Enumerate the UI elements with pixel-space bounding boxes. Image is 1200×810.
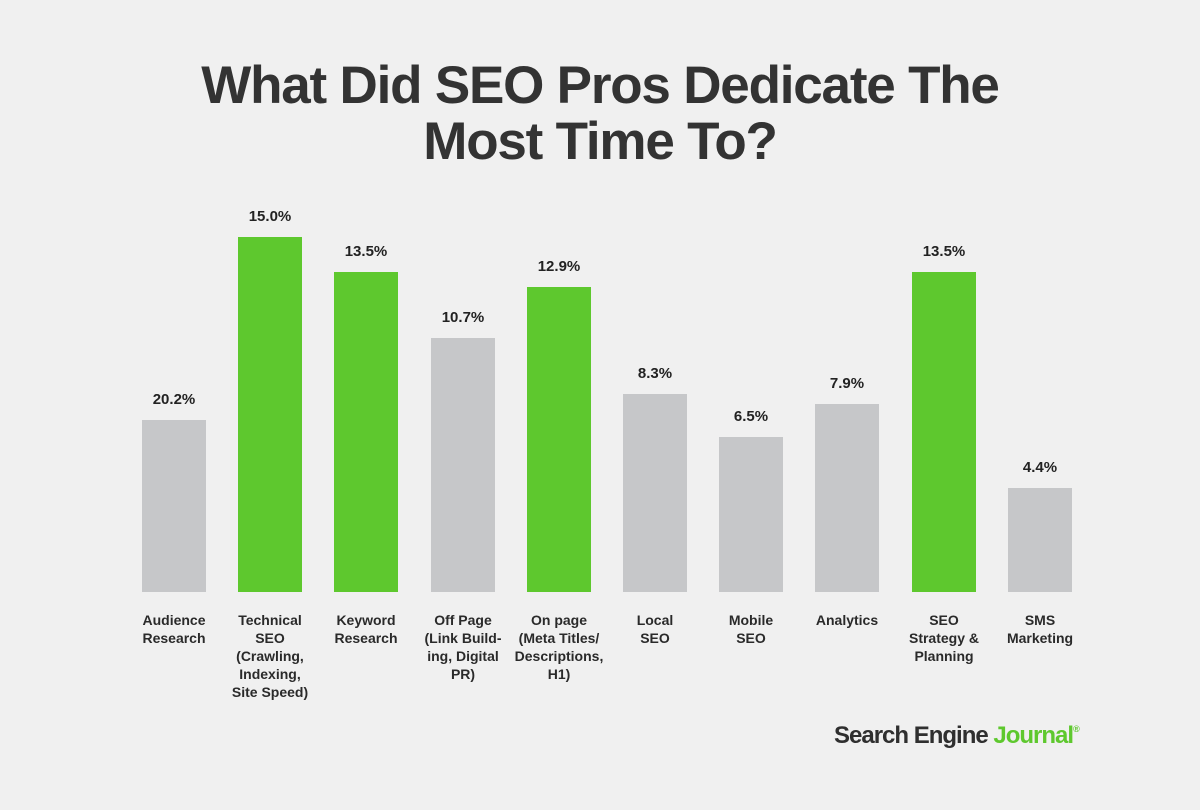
bar-value-label: 12.9% [537, 258, 581, 275]
category-label-line: (Crawling, [236, 648, 304, 664]
category-label-line: SEO [255, 630, 285, 646]
category-label-line: SMS [1024, 612, 1056, 628]
category-label-line: Technical [238, 612, 302, 628]
category-label-line: Marketing [1006, 630, 1074, 646]
bar-value-label: 15.0% [248, 208, 292, 225]
category-label-line: Strategy & [908, 630, 980, 646]
category-label-line: Planning [914, 648, 974, 664]
category-label-line: Descriptions, [514, 648, 604, 664]
category-label: Mobile SEO [696, 611, 806, 647]
registered-mark-icon: ® [1073, 724, 1080, 734]
category-label-line: SEO [736, 630, 766, 646]
category-label: Local SEO [600, 611, 710, 647]
bar [719, 437, 783, 592]
brand-text-search-engine: Search Engine [834, 722, 994, 749]
category-label-line: Indexing, [239, 666, 301, 682]
category-label-line: Site Speed) [231, 684, 309, 700]
bar-value-label: 10.7% [441, 309, 485, 326]
category-label-line: ing, Digital [427, 648, 499, 664]
category-label: On page (Meta Titles/Descriptions, H1) [504, 611, 614, 683]
chart-title-line2: Most Time To? [423, 112, 778, 171]
category-label-line: Keyword [336, 612, 396, 628]
bar [527, 287, 591, 592]
category-label: Off Page (Link Build-ing, Digital PR) [408, 611, 518, 683]
category-label-line: PR) [450, 666, 476, 682]
category-label: Technical SEO (Crawling, Indexing, Site Spee… [215, 611, 325, 701]
category-label-line: Research [142, 630, 206, 646]
category-label-line: Audience [142, 612, 206, 628]
bar [912, 272, 976, 592]
category-label-line: (Meta Titles/ [518, 630, 600, 646]
chart-title: What Did SEO Pros Dedicate The Most Time… [0, 58, 1200, 170]
category-label: Audience Research [119, 611, 229, 647]
chart-title-line1: What Did SEO Pros Dedicate The [201, 56, 1000, 115]
category-label: SMS Marketing [985, 611, 1095, 647]
category-label-line: SEO [929, 612, 959, 628]
category-label-line: SEO [640, 630, 670, 646]
brand-logo: Search Engine Journal® [834, 722, 1080, 750]
bar [1008, 488, 1072, 592]
bar [623, 394, 687, 592]
category-label-line: Local [636, 612, 674, 628]
category-label-line: On page [530, 612, 587, 628]
bar [142, 420, 206, 592]
category-label: Keyword Research [311, 611, 421, 647]
category-label-line: (Link Build- [424, 630, 502, 646]
bar-value-label: 8.3% [637, 365, 673, 382]
brand-text-journal: Journal [993, 722, 1074, 749]
category-label-line: Research [334, 630, 398, 646]
bar [815, 404, 879, 592]
bar-value-label: 6.5% [733, 408, 769, 425]
bar-value-label: 13.5% [922, 243, 966, 260]
bar-value-label: 13.5% [344, 243, 388, 260]
category-label-line: H1) [547, 666, 571, 682]
category-label-line: Mobile [728, 612, 774, 628]
category-label: SEO Strategy & Planning [889, 611, 999, 665]
bar-value-label: 7.9% [829, 375, 865, 392]
bar-value-label: 4.4% [1022, 459, 1058, 476]
bar-value-label: 20.2% [152, 391, 196, 408]
bar [334, 272, 398, 592]
category-label-line: Analytics [815, 612, 879, 628]
category-label-line: Off Page [434, 612, 492, 628]
bar [431, 338, 495, 592]
category-label: Analytics [792, 611, 902, 629]
bar [238, 237, 302, 592]
